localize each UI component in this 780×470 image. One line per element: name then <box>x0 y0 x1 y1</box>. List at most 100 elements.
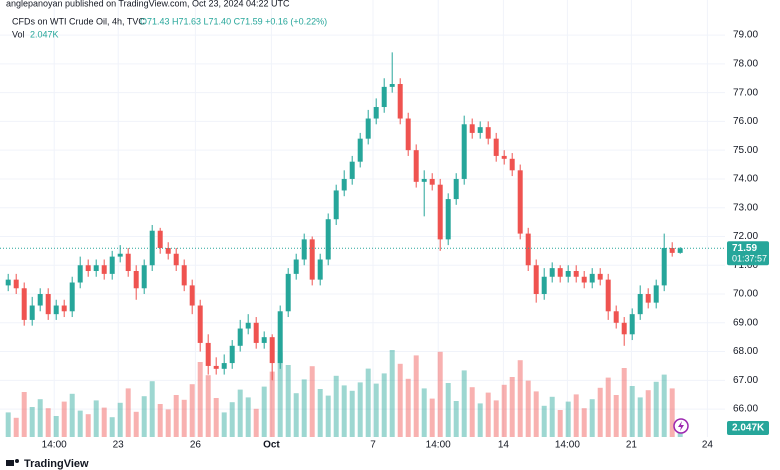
volume-bar <box>29 407 35 437</box>
volume-bar <box>69 393 75 437</box>
volume-bar <box>245 397 251 437</box>
brand-logo <box>6 459 19 466</box>
brand: TradingView <box>24 458 89 470</box>
volume-bar <box>589 399 595 437</box>
candle-body <box>221 363 227 369</box>
volume-bar <box>5 412 11 437</box>
y-tick-label: 71.00 <box>733 260 758 271</box>
candle-body <box>389 84 395 87</box>
y-tick-label: 76.00 <box>733 116 758 127</box>
volume-bar <box>557 410 563 437</box>
volume-bar <box>549 396 555 437</box>
candle-body <box>501 155 507 159</box>
volume-bar <box>253 408 259 437</box>
candle-body <box>237 328 243 346</box>
y-tick-label: 66.00 <box>733 404 758 415</box>
countdown: 01:37:57 <box>732 254 767 264</box>
volume-bar <box>101 407 107 437</box>
candle-body <box>37 294 43 306</box>
volume-bar <box>429 398 435 437</box>
volume-bar <box>453 401 459 437</box>
candle-body <box>253 322 259 343</box>
volume-bar <box>445 383 451 437</box>
candle-body <box>477 127 483 133</box>
candle-body <box>517 170 523 234</box>
y-tick-label: 77.00 <box>733 87 758 98</box>
volume-pane <box>5 350 683 437</box>
candle-body <box>149 230 155 266</box>
volume-bar <box>605 377 611 437</box>
volume-bar <box>349 390 355 437</box>
candle-body <box>669 247 675 253</box>
x-tick-label: 14:00 <box>555 440 580 451</box>
candle-body <box>5 279 11 286</box>
candle-body <box>205 342 211 366</box>
candle-body <box>645 294 651 303</box>
y-tick-label: 72.00 <box>733 231 758 242</box>
y-tick-label: 78.00 <box>733 59 758 70</box>
y-tick-label: 79.00 <box>733 30 758 41</box>
candle-body <box>509 158 515 171</box>
x-tick-label: 14:00 <box>42 440 67 451</box>
candle-body <box>445 199 451 240</box>
volume-bar <box>645 390 651 437</box>
candle-body <box>165 247 171 254</box>
candle-body <box>533 265 539 295</box>
candle-body <box>189 285 195 306</box>
candle-body <box>525 233 531 266</box>
candle-body <box>213 365 219 369</box>
volume-bar <box>533 391 539 437</box>
candle-body <box>277 311 283 364</box>
volume-bar <box>149 381 155 437</box>
volume-bar <box>157 404 163 437</box>
candle-body <box>77 265 83 283</box>
volume-bar <box>541 405 547 437</box>
volume-bar <box>317 389 323 437</box>
candle-body <box>373 107 379 119</box>
candle-body <box>197 305 203 343</box>
volume-bar <box>581 408 587 437</box>
x-tick-label: 26 <box>190 440 202 451</box>
volume-name: Vol <box>12 29 25 39</box>
symbol: CFDs on WTI Crude Oil, 4h, TVC <box>12 16 145 26</box>
x-tick-label: Oct <box>263 440 280 451</box>
candle-body <box>365 118 371 139</box>
volume-bar <box>629 386 635 437</box>
candle-body <box>589 273 595 283</box>
volume-badge-label: 2.047K <box>732 423 765 434</box>
volume-bar <box>117 402 123 437</box>
volume-bar <box>325 395 331 437</box>
last-price-label: 71.59 <box>732 243 757 254</box>
volume-bar <box>461 370 467 437</box>
candle-body <box>469 124 475 133</box>
volume-bar <box>613 395 619 437</box>
candle-body <box>437 184 443 240</box>
volume-bar <box>189 384 195 437</box>
candle-body <box>157 230 163 248</box>
candle-body <box>21 288 27 320</box>
volume-bar <box>661 374 667 437</box>
volume-bar <box>469 387 475 437</box>
candle-body <box>133 271 139 289</box>
alert-icon[interactable] <box>673 418 689 434</box>
candle-body <box>93 265 99 272</box>
volume-bar <box>597 387 603 437</box>
x-tick-label: 21 <box>626 440 638 451</box>
volume-bar <box>309 366 315 437</box>
volume-bar <box>621 368 627 437</box>
volume-bar <box>21 392 27 437</box>
candle-body <box>421 178 427 182</box>
volume-bar <box>413 355 419 437</box>
volume-bar <box>109 417 115 437</box>
volume-bar <box>509 377 515 437</box>
volume-bar <box>301 379 307 437</box>
ohlc-readout: O71.43 H71.63 L71.40 C71.59 +0.16 (+0.22… <box>140 16 327 26</box>
candle-body <box>85 265 91 272</box>
volume-bar <box>341 385 347 437</box>
candle-body <box>541 276 547 295</box>
candle-body <box>69 282 75 312</box>
x-tick-label: 14:00 <box>426 440 451 451</box>
x-tick-label: 14 <box>498 440 510 451</box>
volume-bar <box>653 381 659 437</box>
